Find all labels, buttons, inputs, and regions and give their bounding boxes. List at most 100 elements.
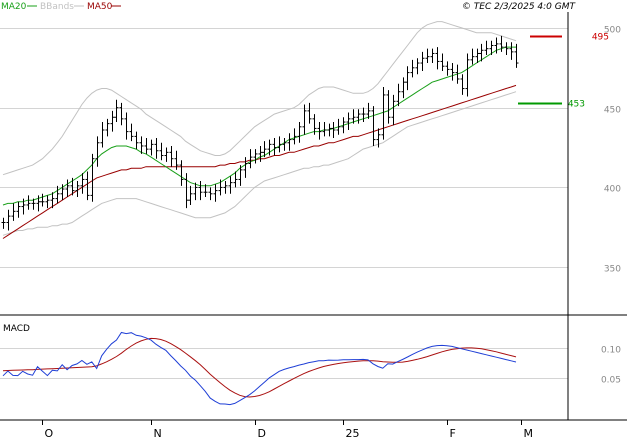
price-bar [371, 106, 376, 146]
price-bar [75, 181, 80, 197]
price-bar [26, 195, 31, 210]
price-bar [410, 59, 415, 78]
price-bar [489, 40, 494, 56]
price-bar [356, 109, 361, 124]
macd-signal-line [2, 337, 517, 398]
price-bar [504, 42, 509, 56]
price-bar [179, 160, 184, 186]
price-tick-label: 450 [604, 106, 621, 116]
price-bar [277, 136, 282, 153]
chart-legend: MA20 BBands MA50 [1, 2, 121, 12]
price-bar [139, 136, 144, 154]
price-bar [100, 122, 105, 148]
price-bar [164, 147, 169, 162]
price-bar [90, 153, 95, 202]
price-bar [346, 112, 351, 131]
price-axis-labels: 350 400 450 500 [604, 26, 621, 275]
price-bar [193, 182, 198, 201]
price-bar [302, 104, 307, 135]
price-bar [450, 63, 455, 81]
price-bar [509, 42, 514, 60]
price-bar [55, 185, 60, 204]
price-bar [366, 102, 371, 119]
time-tick-label: F [450, 427, 456, 440]
macd-panel: MACD 0.05 0.10 [0, 324, 621, 406]
price-bar [470, 48, 475, 65]
price-bar [184, 173, 189, 209]
price-bar [50, 192, 55, 209]
price-bar [198, 181, 203, 201]
price-bar [420, 51, 425, 72]
price-bar [312, 114, 317, 135]
price-bar [16, 201, 21, 218]
price-tick-label: 350 [604, 265, 621, 275]
price-bar [174, 150, 179, 170]
price-bar [11, 203, 16, 221]
price-bar [1, 217, 6, 229]
price-bar [114, 99, 119, 123]
macd-axis-labels: 0.05 0.10 [601, 346, 621, 386]
price-bar [401, 77, 406, 99]
price-bar [253, 149, 258, 164]
price-bar [129, 123, 134, 142]
ma50-line [2, 84, 517, 239]
bbands-lower-line [2, 91, 517, 236]
price-bar [45, 195, 50, 209]
price-bar [430, 48, 435, 64]
price-tick-label: 400 [604, 185, 621, 195]
time-tick-label: N [154, 427, 162, 440]
macd-line [2, 331, 517, 406]
price-bar [203, 184, 208, 197]
price-bar [341, 117, 346, 134]
price-bar [124, 112, 129, 140]
price-bar [144, 137, 149, 154]
macd-tick-label: 0.10 [601, 346, 621, 356]
price-bar [361, 107, 366, 123]
price-bar [386, 90, 391, 124]
price-bar [159, 142, 164, 161]
price-bar [415, 58, 420, 75]
price-panel: 495 453 350 400 450 500 [0, 21, 621, 275]
price-bar [243, 157, 248, 178]
price-bar [6, 209, 11, 231]
macd-tick-label: 0.05 [601, 376, 621, 386]
price-bar [475, 48, 480, 64]
ma20-line [2, 46, 516, 206]
price-bar [228, 176, 233, 194]
time-axis: O N D 25 F M [42, 420, 534, 440]
price-bar [465, 53, 470, 97]
price-bar [405, 66, 410, 91]
price-bar [36, 195, 41, 212]
price-bars [1, 35, 519, 231]
legend-label-ma20: MA20 [1, 2, 27, 12]
price-bar [105, 118, 110, 137]
level-label-495: 495 [592, 33, 609, 43]
price-bar [381, 86, 386, 140]
price-bar [514, 43, 519, 68]
price-gridlines [0, 28, 568, 268]
price-bar [40, 193, 45, 207]
price-bar [95, 136, 100, 167]
price-bar [455, 64, 460, 84]
price-bar [391, 94, 396, 126]
price-bar [154, 137, 159, 159]
time-tick-label: O [45, 427, 54, 440]
price-bar [110, 110, 115, 132]
level-label-453: 453 [568, 100, 585, 110]
price-bar [267, 139, 272, 156]
legend-label-bbands: BBands [40, 2, 74, 12]
price-bar [282, 137, 287, 151]
time-tick-label: M [524, 427, 534, 440]
price-bar [262, 141, 267, 158]
price-bar [425, 48, 430, 64]
price-bar [445, 61, 450, 76]
macd-series [2, 331, 517, 406]
price-bar [331, 122, 336, 138]
price-bar [292, 128, 297, 145]
price-bar [31, 198, 36, 210]
copyright-timestamp: © TEC 2/3/2025 4:0 GMT [462, 2, 577, 12]
price-bar [327, 123, 332, 137]
price-bar [376, 128, 381, 148]
price-bar [494, 37, 499, 54]
price-bar [188, 185, 193, 205]
